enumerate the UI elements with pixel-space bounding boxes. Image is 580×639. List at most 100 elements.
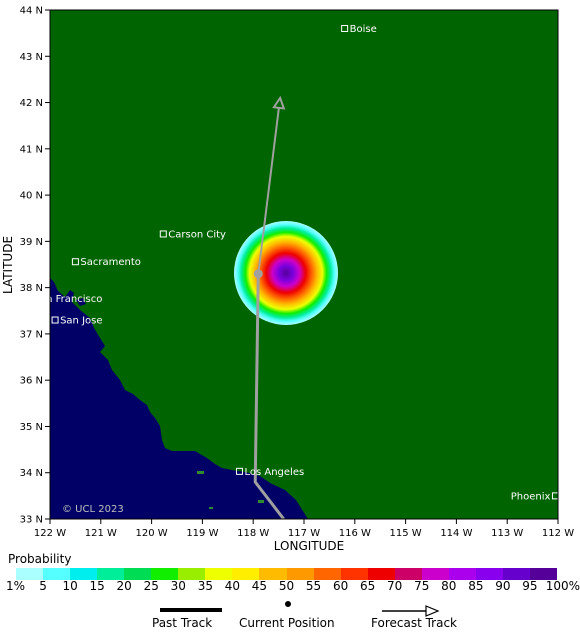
legend-swatch xyxy=(421,568,450,580)
lon-tick-label: 117 W xyxy=(288,528,320,539)
legend-tick-label: 65 xyxy=(360,579,376,593)
forecast-arrow-head xyxy=(272,95,286,110)
city-square-icon xyxy=(159,230,167,238)
legend-tick-label: 40 xyxy=(224,579,241,593)
lat-tick-label: 40 N xyxy=(20,191,43,202)
city-label: Boise xyxy=(350,24,377,35)
lon-tick-label: 113 W xyxy=(491,528,523,539)
current-position-key-dot xyxy=(285,601,291,607)
legend-swatch xyxy=(475,568,504,580)
lat-tick-label: 35 N xyxy=(20,422,43,433)
current-position-marker xyxy=(253,269,263,279)
legend-swatch xyxy=(205,568,233,580)
legend-title: Probability xyxy=(8,552,72,566)
city-marker: San Francisco xyxy=(25,294,103,305)
legend-tick-label: 100% xyxy=(545,579,580,593)
lon-tick-label: 121 W xyxy=(85,528,117,539)
city-marker: Boise xyxy=(341,24,377,35)
latitude-axis: 33 N 34 N 35 N 36 N 37 N 38 N 39 N 40 N 41 N 42 N… xyxy=(20,6,50,526)
legend-tick-label: 15 xyxy=(89,579,105,593)
lon-tick-label: 122 W xyxy=(34,528,66,539)
ocean-area xyxy=(50,278,308,519)
legend-tick-label: 80 xyxy=(441,579,457,593)
lat-tick-label: 39 N xyxy=(20,237,43,248)
city-square-icon xyxy=(25,294,33,302)
lat-tick-label: 37 N xyxy=(20,329,43,340)
legend-swatch xyxy=(340,568,369,580)
legend-tick-label: 25 xyxy=(143,579,159,593)
legend-swatch xyxy=(286,568,315,580)
city-label: San Jose xyxy=(60,316,102,327)
legend-swatch xyxy=(43,568,71,580)
y-axis-title: LATITUDE xyxy=(1,236,15,294)
lon-tick-label: 120 W xyxy=(136,528,168,539)
lon-tick-label: 116 W xyxy=(339,528,371,539)
island xyxy=(197,471,204,474)
legend-tick-label: 70 xyxy=(387,579,403,593)
forecast-track-label: Forecast Track xyxy=(371,616,457,630)
city-marker: Los Angeles xyxy=(235,467,304,478)
lat-tick-label: 34 N xyxy=(20,468,43,479)
legend-swatch xyxy=(97,568,125,580)
city-square-icon xyxy=(341,25,349,33)
island xyxy=(209,507,213,509)
city-square-icon xyxy=(71,258,79,266)
past-track-label: Past Track xyxy=(152,616,213,630)
legend-swatch xyxy=(394,568,423,580)
legend-swatch xyxy=(529,568,558,580)
city-marker: Carson City xyxy=(159,229,226,240)
city-label: Los Angeles xyxy=(244,467,304,478)
city-marker: San Jose xyxy=(51,316,103,327)
city-label: Sacramento xyxy=(80,257,140,268)
legend-swatch xyxy=(232,568,260,580)
legend-swatch xyxy=(70,568,98,580)
probability-cone xyxy=(234,221,338,325)
bay-area xyxy=(76,298,86,306)
legend-swatch xyxy=(124,568,152,580)
legend-tick-label: 75 xyxy=(414,579,430,593)
legend-tick-label: 60 xyxy=(332,579,349,593)
lon-tick-label: 114 W xyxy=(440,528,472,539)
legend-tick-label: 45 xyxy=(251,579,268,593)
legend-tick-label: 85 xyxy=(468,579,484,593)
legend-swatch xyxy=(448,568,477,580)
legend-swatch xyxy=(313,568,342,580)
probability-area xyxy=(234,221,338,325)
lat-tick-label: 41 N xyxy=(20,144,43,155)
legend-swatch xyxy=(367,568,396,580)
lon-tick-label: 119 W xyxy=(186,528,218,539)
city-label: Phoenix xyxy=(511,491,551,502)
legend-swatch xyxy=(502,568,531,580)
legend-tick-label: 1% xyxy=(6,579,26,593)
legend-swatch xyxy=(259,568,287,580)
current-position-label: Current Position xyxy=(239,616,335,630)
lat-tick-label: 36 N xyxy=(20,376,43,387)
city-square-icon xyxy=(51,316,59,324)
track-layer xyxy=(253,95,286,519)
lon-tick-label: 112 W xyxy=(542,528,574,539)
legend-tick-label: 90 xyxy=(495,579,511,593)
forecast-track-line xyxy=(257,107,280,274)
legend-swatch xyxy=(178,568,206,580)
legend-tick-label: 50 xyxy=(278,579,295,593)
lat-tick-label: 33 N xyxy=(20,515,43,526)
legend-swatch xyxy=(16,568,44,580)
lon-tick-label: 115 W xyxy=(390,528,422,539)
forecast-track-key-arrow xyxy=(425,605,440,617)
legend-tick-label: 95 xyxy=(522,579,538,593)
legend-tick-label: 30 xyxy=(170,579,186,593)
legend-tick-label: 20 xyxy=(116,579,132,593)
legend-tick-label: 10 xyxy=(62,579,78,593)
legend-swatch xyxy=(151,568,179,580)
city-marker: Sacramento xyxy=(71,257,141,268)
legend-tick-label: 5 xyxy=(39,579,47,593)
city-layer: Boise Carson City Sacramento San Francisco S… xyxy=(25,24,559,502)
lon-tick-label: 118 W xyxy=(237,528,269,539)
lat-tick-label: 38 N xyxy=(20,283,43,294)
past-track-line xyxy=(253,273,285,519)
city-label: San Francisco xyxy=(34,294,103,305)
legend-tick-label: 35 xyxy=(197,579,213,593)
longitude-axis: 122 W 121 W 120 W 119 W 118 W 117 W 116 W 115 W… xyxy=(34,519,574,539)
city-square-icon xyxy=(235,467,243,475)
